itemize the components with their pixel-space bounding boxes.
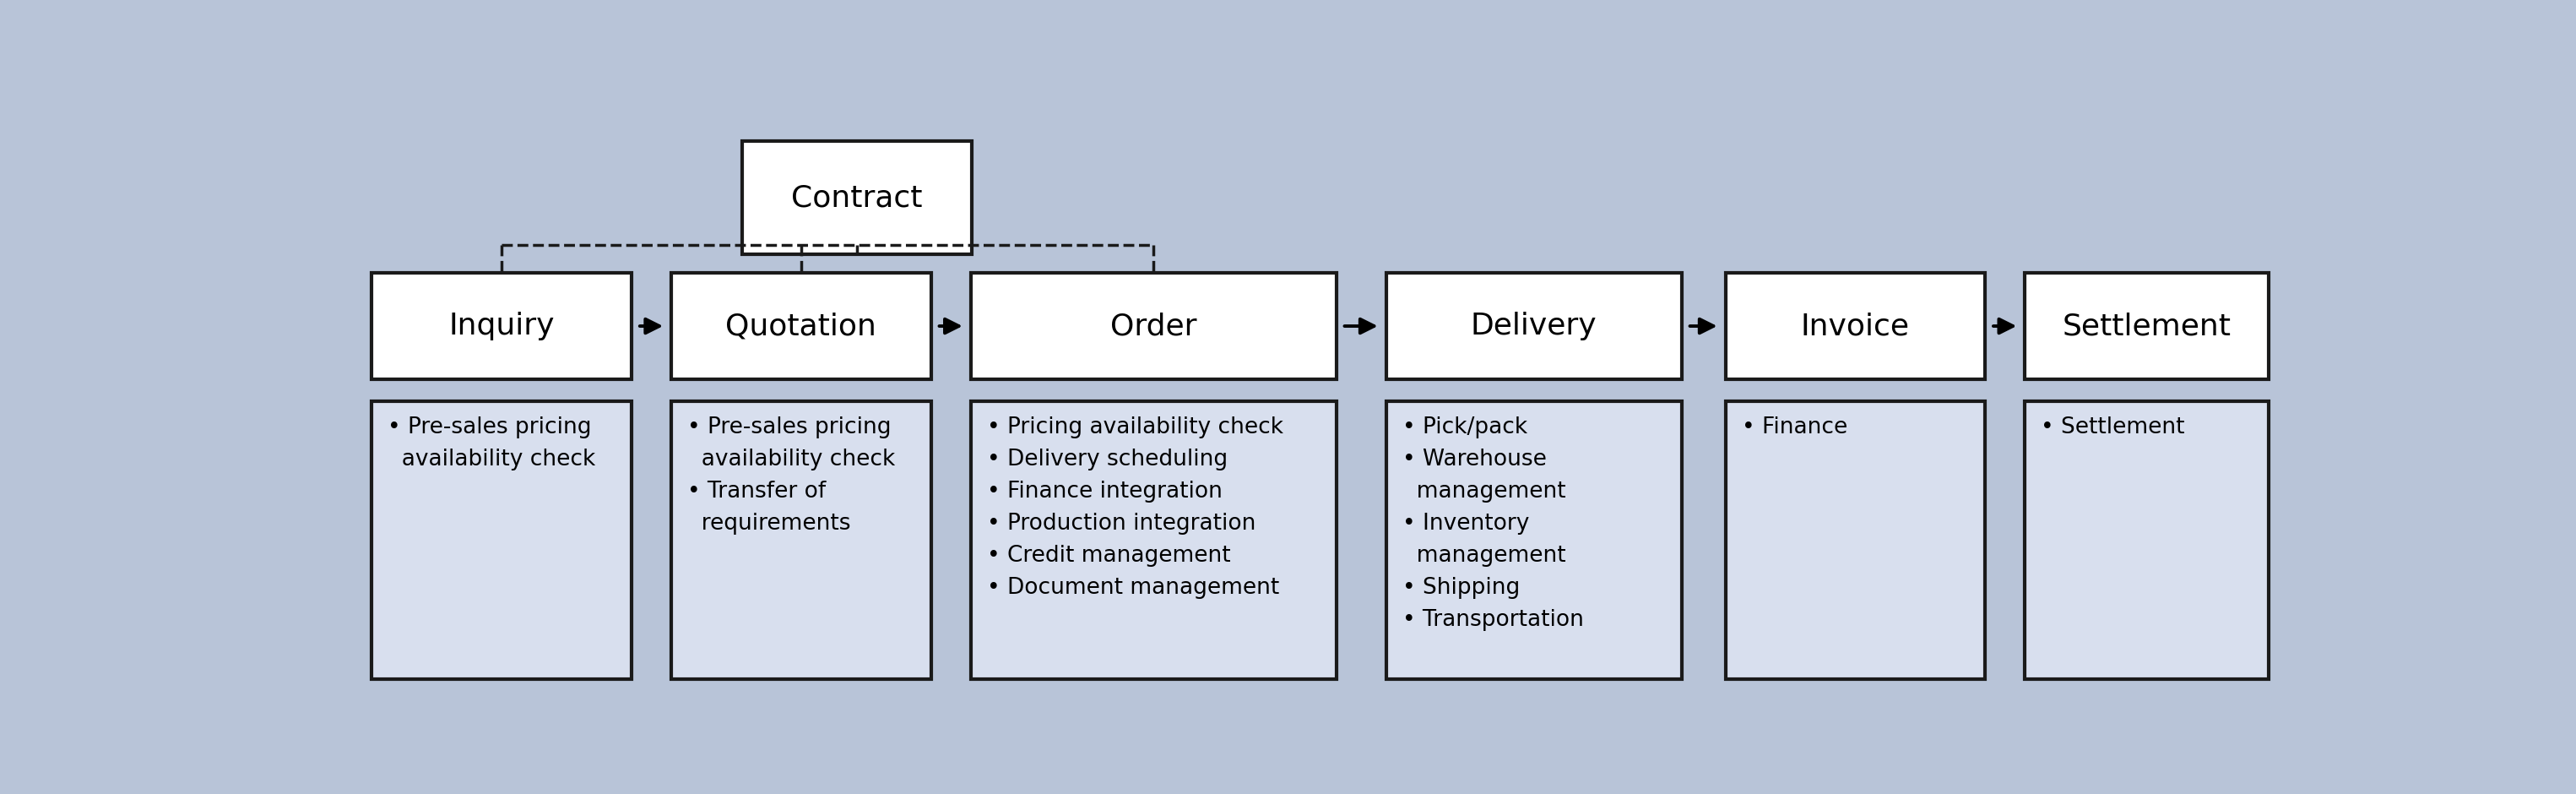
FancyBboxPatch shape	[971, 401, 1337, 679]
FancyBboxPatch shape	[1386, 272, 1682, 380]
Text: Quotation: Quotation	[726, 312, 876, 341]
FancyBboxPatch shape	[742, 141, 971, 254]
Text: Settlement: Settlement	[2063, 312, 2231, 341]
FancyBboxPatch shape	[672, 401, 930, 679]
FancyBboxPatch shape	[1726, 272, 1986, 380]
Text: • Pick/pack
• Warehouse
  management
• Inventory
  management
• Shipping
• Trans: • Pick/pack • Warehouse management • Inv…	[1401, 416, 1584, 630]
Text: Delivery: Delivery	[1471, 312, 1597, 341]
Text: • Settlement: • Settlement	[2040, 416, 2184, 438]
FancyBboxPatch shape	[2025, 272, 2269, 380]
FancyBboxPatch shape	[371, 401, 631, 679]
FancyBboxPatch shape	[1386, 401, 1682, 679]
FancyBboxPatch shape	[1726, 401, 1986, 679]
FancyBboxPatch shape	[971, 272, 1337, 380]
Text: Contract: Contract	[791, 183, 922, 212]
Text: • Finance: • Finance	[1741, 416, 1847, 438]
Text: Order: Order	[1110, 312, 1198, 341]
Text: Inquiry: Inquiry	[448, 312, 554, 341]
FancyBboxPatch shape	[672, 272, 930, 380]
FancyBboxPatch shape	[371, 272, 631, 380]
Text: • Pre-sales pricing
  availability check: • Pre-sales pricing availability check	[389, 416, 595, 470]
Text: Invoice: Invoice	[1801, 312, 1909, 341]
FancyBboxPatch shape	[2025, 401, 2269, 679]
Text: • Pricing availability check
• Delivery scheduling
• Finance integration
• Produ: • Pricing availability check • Delivery …	[987, 416, 1283, 599]
Text: • Pre-sales pricing
  availability check
• Transfer of
  requirements: • Pre-sales pricing availability check •…	[688, 416, 896, 534]
